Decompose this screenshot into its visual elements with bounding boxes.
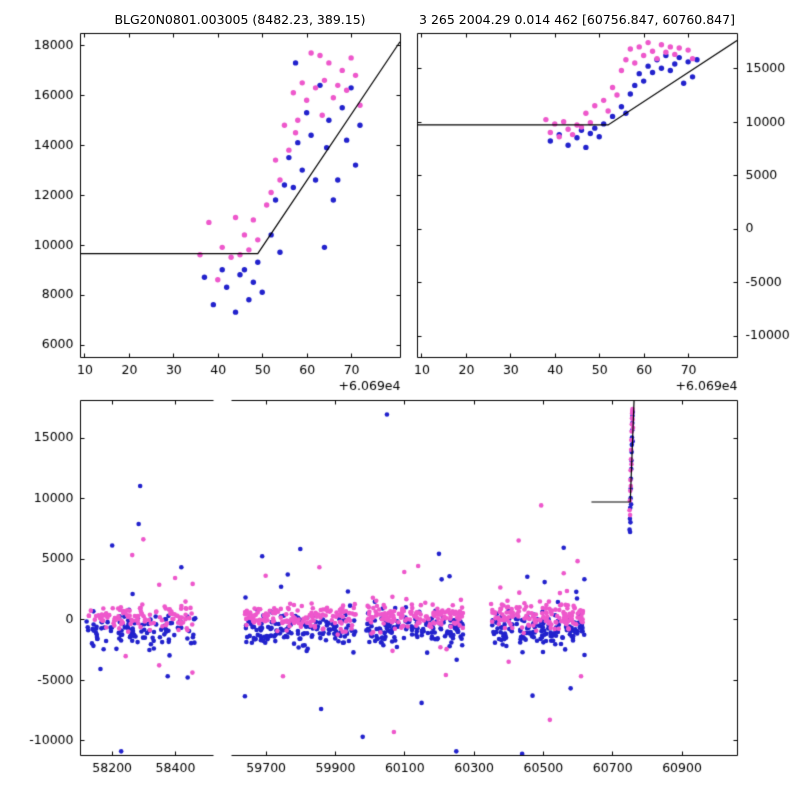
top-right-plot-title: 3 265 2004.29 0.014 462 [60756.847, 6076… <box>419 12 735 27</box>
top-left-plot-title: BLG20N0801.003005 (8482.23, 389.15) <box>114 12 366 27</box>
